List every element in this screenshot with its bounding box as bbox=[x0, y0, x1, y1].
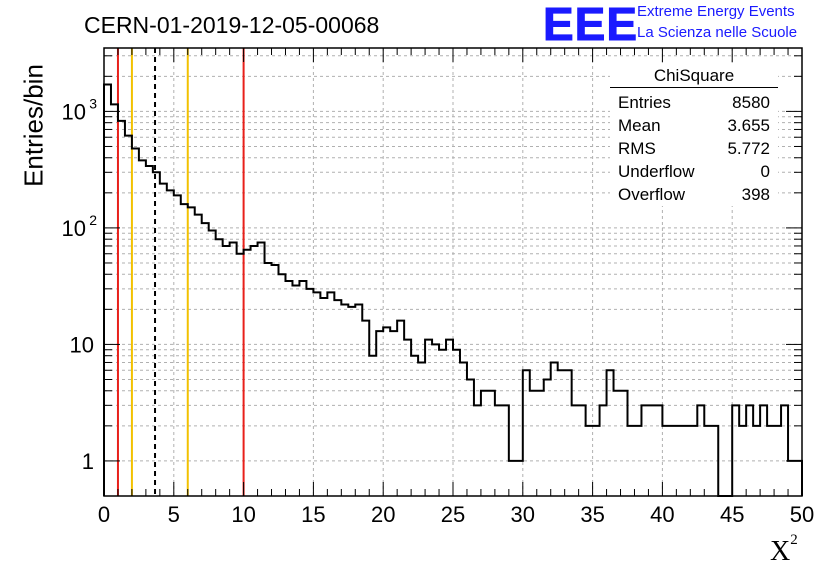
stats-label: Underflow bbox=[618, 162, 695, 181]
x-tick-label: 40 bbox=[650, 502, 674, 527]
chart-title: CERN-01-2019-12-05-00068 bbox=[84, 12, 380, 38]
logo-line-2: La Scienza nelle Scuole bbox=[637, 24, 798, 41]
y-tick-label: 10 bbox=[62, 99, 86, 124]
stats-value: 0 bbox=[760, 162, 770, 181]
stats-value: 398 bbox=[741, 185, 770, 204]
x-tick-label: 25 bbox=[441, 502, 465, 527]
y-tick-label: 10 bbox=[62, 216, 86, 241]
x-tick-label: 45 bbox=[720, 502, 744, 527]
y-tick-label-sup: 3 bbox=[89, 95, 97, 111]
x-axis-label-text: X bbox=[770, 536, 791, 567]
x-axis-label: X2 bbox=[770, 532, 798, 568]
x-tick-label: 30 bbox=[511, 502, 535, 527]
stats-row: Entries 8580 bbox=[610, 91, 778, 114]
x-axis-label-sup: 2 bbox=[790, 532, 798, 548]
stats-label: RMS bbox=[618, 139, 656, 158]
stats-row: Overflow 398 bbox=[610, 183, 778, 206]
x-tick-label: 50 bbox=[790, 502, 814, 527]
y-tick-label: 10 bbox=[70, 332, 94, 357]
stats-label: Mean bbox=[618, 116, 661, 135]
y-axis-label-text: Entries/bin bbox=[18, 64, 49, 187]
histogram-line bbox=[103, 83, 803, 497]
y-tick-label: 1 bbox=[82, 449, 94, 474]
stats-row: Mean 3.655 bbox=[610, 114, 778, 137]
x-tick-label: 20 bbox=[371, 502, 395, 527]
stats-title: ChiSquare bbox=[610, 66, 778, 88]
logo-line-1: Extreme Energy Events bbox=[637, 3, 795, 20]
stats-row: RMS 5.772 bbox=[610, 137, 778, 160]
axis-ticks bbox=[103, 48, 803, 496]
stats-value: 8580 bbox=[732, 93, 770, 112]
stats-label: Overflow bbox=[618, 185, 686, 204]
x-tick-label: 15 bbox=[301, 502, 325, 527]
stats-label: Entries bbox=[618, 93, 671, 112]
x-tick-label: 0 bbox=[98, 502, 110, 527]
stats-row: Underflow 0 bbox=[610, 160, 778, 183]
x-tick-label: 10 bbox=[231, 502, 255, 527]
reference-lines bbox=[116, 48, 245, 496]
stats-value: 3.655 bbox=[727, 116, 770, 135]
eee-logo: EEE bbox=[542, 0, 639, 50]
stats-box: ChiSquare Entries 8580 Mean 3.655 RMS 5.772… bbox=[610, 66, 778, 206]
stats-value: 5.772 bbox=[727, 139, 770, 158]
x-tick-label: 35 bbox=[580, 502, 604, 527]
histogram-bars bbox=[103, 83, 803, 497]
x-tick-label: 5 bbox=[168, 502, 180, 527]
y-tick-label-sup: 2 bbox=[89, 212, 97, 228]
